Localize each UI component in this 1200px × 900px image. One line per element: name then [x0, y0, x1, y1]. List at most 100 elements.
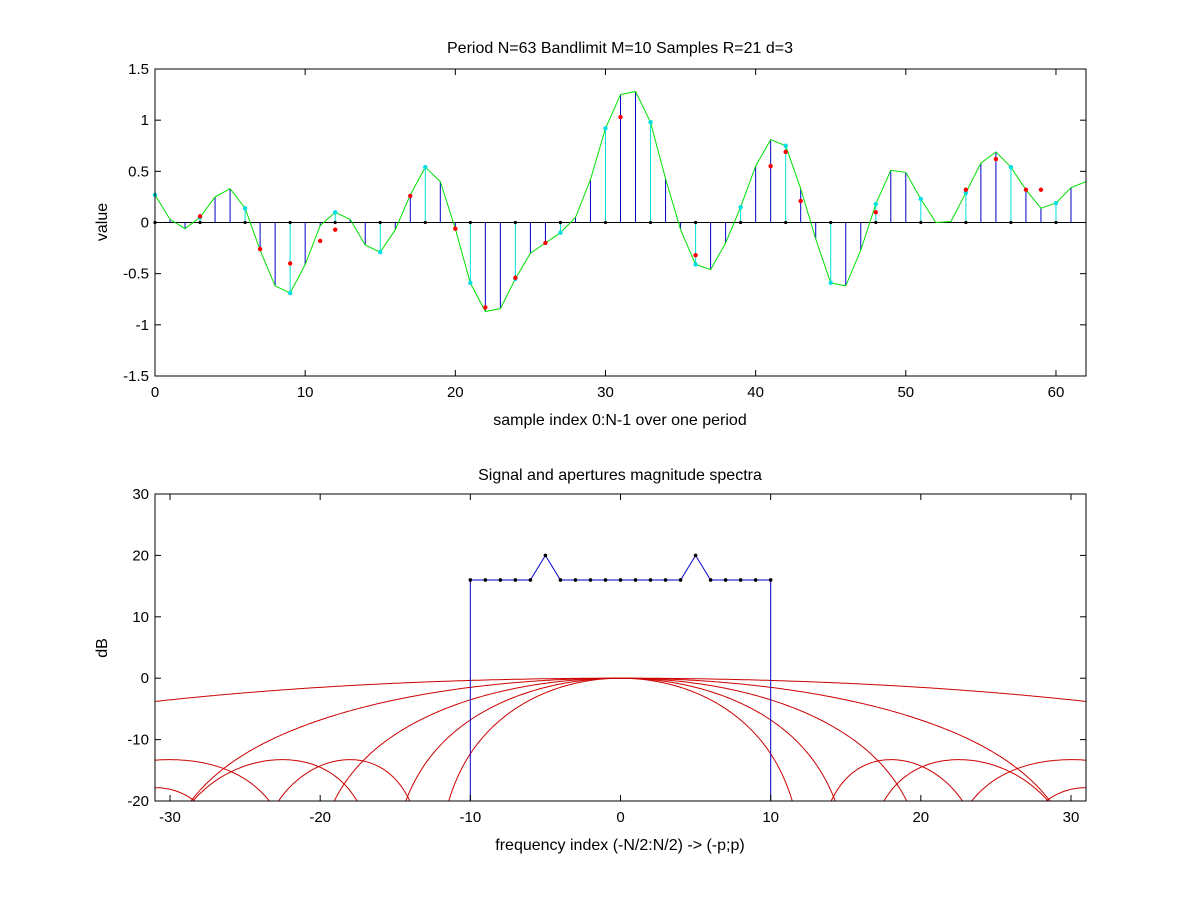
spectrum-point — [498, 578, 503, 582]
sample-point — [648, 120, 653, 125]
reconstruction-point — [287, 261, 293, 266]
spectrum-point — [693, 553, 698, 558]
spectrum-point — [603, 578, 608, 582]
sample-point — [1008, 165, 1014, 170]
reconstruction-point — [798, 198, 803, 204]
spectrum-plot-ytick-label: 0 — [141, 670, 149, 687]
sample-point — [783, 143, 788, 148]
reconstruction-point — [993, 156, 999, 162]
sample-point — [242, 205, 248, 211]
reconstruction-point — [257, 246, 263, 252]
spectrum-plot-xtick-label: -30 — [159, 809, 181, 826]
sample-zero-marker — [648, 220, 653, 225]
spectrum-point — [768, 578, 773, 582]
sample-point — [738, 204, 743, 210]
spectrum-point — [753, 578, 758, 582]
spectrum-plot-xtick-label: 20 — [912, 809, 929, 826]
signal-plot-xtick-label: 20 — [447, 384, 464, 401]
reconstruction-point — [513, 275, 518, 280]
sample-point — [918, 196, 924, 202]
sample-zero-marker — [243, 220, 247, 225]
spectrum-plot-title: Signal and apertures magnitude spectra — [478, 467, 762, 484]
spectrum-subplot: Signal and apertures magnitude spectra -… — [94, 467, 1087, 854]
sample-zero-marker — [198, 220, 202, 225]
spectrum-plot-ylabel: dB — [94, 638, 111, 658]
spectrum-plot-xtick-label: 30 — [1063, 809, 1080, 826]
signal-plot-xtick-label: 0 — [151, 384, 159, 401]
sample-zero-marker — [1054, 220, 1058, 225]
signal-plot-xlabel: sample index 0:N-1 over one period — [493, 412, 746, 429]
sample-zero-marker — [558, 220, 563, 225]
signal-plot-ytick-label: -1 — [136, 317, 149, 334]
spectrum-plot-ticks: -30 -20 -10 0 10 20 30 -20 -10 0 10 20 30 — [127, 486, 1086, 826]
spectrum-point — [663, 578, 668, 582]
spectrum-plot-ytick-label: 20 — [132, 547, 149, 564]
sample-point — [603, 126, 608, 131]
sample-point — [287, 290, 293, 296]
signal-subplot: Period N=63 Bandlimit M=10 Samples R=21 … — [94, 40, 1087, 429]
spectrum-point — [513, 578, 518, 582]
reconstruction-point — [483, 305, 488, 310]
reconstruction-point — [693, 253, 698, 258]
reconstruction-point — [332, 227, 338, 232]
spectrum-point — [648, 578, 653, 582]
sample-zero-marker — [333, 220, 337, 225]
spectrum-point — [543, 553, 548, 558]
signal-plot-ytick-label: 0 — [141, 215, 149, 232]
sample-zero-marker — [378, 220, 382, 225]
sample-point — [873, 201, 878, 207]
reconstruction-point — [768, 164, 773, 169]
signal-plot-marks — [152, 90, 1087, 313]
spectrum-plot-xlabel: frequency index (-N/2:N/2) -> (-p;p) — [495, 837, 744, 854]
sample-point — [963, 190, 969, 196]
sample-zero-marker — [423, 220, 427, 225]
signal-plot-xtick-label: 50 — [897, 384, 914, 401]
signal-plot-xtick-label: 40 — [747, 384, 764, 401]
sample-zero-marker — [874, 220, 878, 225]
sample-zero-marker — [513, 220, 517, 225]
sample-zero-marker — [964, 220, 968, 225]
signal-plot-ytick-label: -0.5 — [123, 266, 149, 283]
sample-zero-marker — [919, 220, 923, 225]
sample-point — [1053, 200, 1059, 206]
reconstruction-point — [963, 187, 969, 192]
reconstruction-point — [317, 238, 323, 244]
spectrum-plot-xtick-label: -10 — [459, 809, 481, 826]
spectrum-plot-xtick-label: -20 — [309, 809, 331, 826]
reconstruction-point — [1038, 187, 1044, 192]
reconstruction-point — [453, 226, 458, 231]
spectrum-point — [468, 578, 473, 582]
sample-zero-marker — [603, 220, 608, 225]
sample-zero-marker — [784, 220, 788, 225]
signal-plot-ytick-label: 0.5 — [128, 163, 149, 180]
signal-plot-title: Period N=63 Bandlimit M=10 Samples R=21 … — [447, 40, 793, 57]
spectrum-point — [573, 578, 578, 582]
spectrum-plot-xtick-label: 10 — [762, 809, 779, 826]
sample-point — [558, 230, 563, 235]
reconstruction-point — [1023, 187, 1029, 192]
signal-plot-ytick-label: 1.5 — [128, 61, 149, 78]
spectrum-point — [633, 578, 638, 582]
spectrum-plot-ytick-label: 10 — [132, 609, 149, 626]
sample-zero-marker — [739, 220, 743, 225]
sample-zero-marker — [468, 220, 472, 225]
sample-zero-marker — [1009, 220, 1013, 225]
signal-plot-xtick-label: 10 — [297, 384, 314, 401]
spectrum-point — [618, 578, 623, 582]
sample-zero-marker — [693, 220, 698, 225]
sample-zero-marker — [829, 220, 833, 225]
sample-point — [468, 280, 473, 286]
sample-point — [378, 249, 383, 255]
spectrum-point — [708, 578, 713, 582]
aperture-spectrum-line — [155, 677, 1086, 801]
spectrum-plot-marks — [155, 553, 1086, 801]
spectrum-point — [588, 578, 593, 582]
reconstruction-point — [543, 240, 548, 246]
sample-point — [332, 210, 338, 215]
spectrum-plot-xtick-label: 0 — [616, 809, 624, 826]
spectrum-point — [558, 578, 563, 582]
signal-plot-ticks: 0 10 20 30 40 50 60 -1.5 -1 -0.5 0 0.5 1 1.5 — [123, 61, 1086, 401]
spectrum-plot-ytick-label: -20 — [127, 793, 149, 810]
spectrum-point — [738, 578, 743, 582]
